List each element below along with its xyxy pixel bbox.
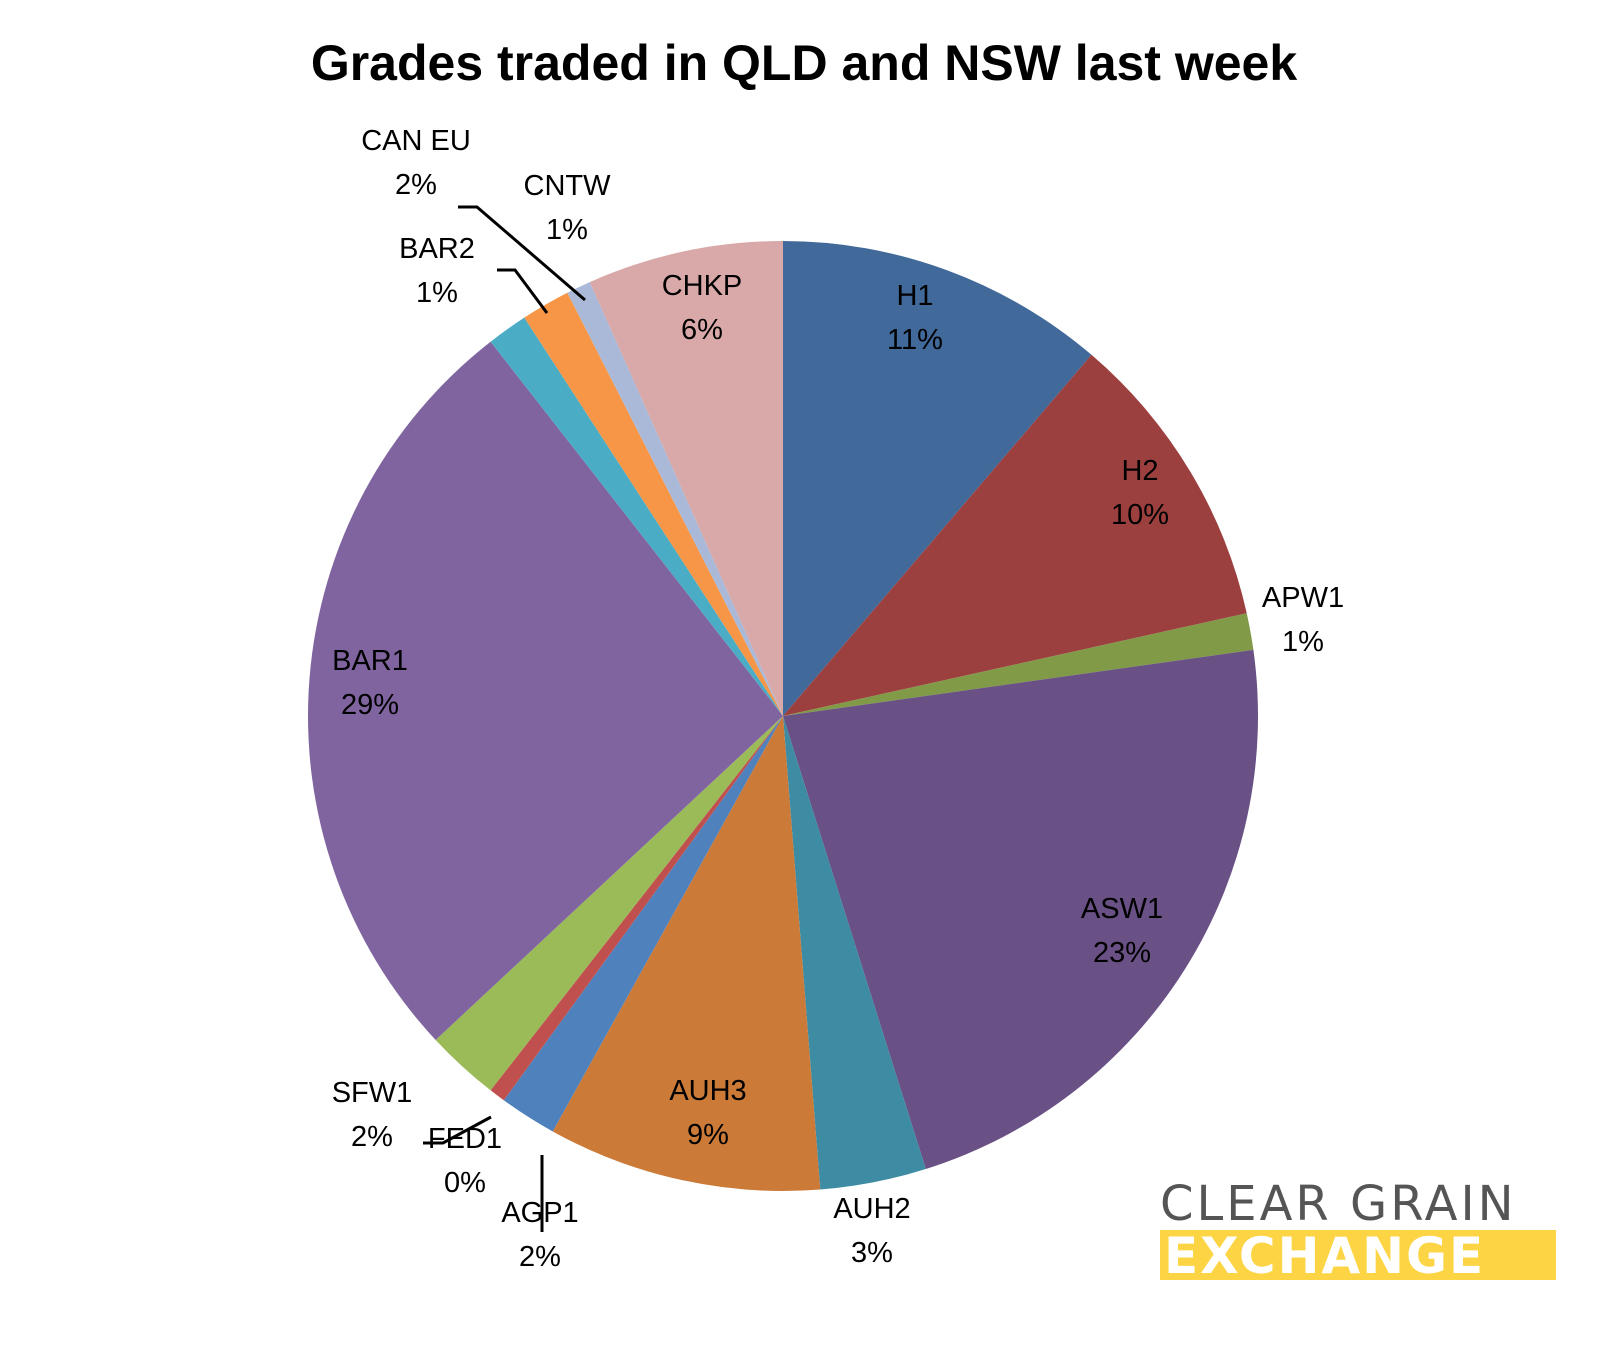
- label-chkp: CHKP 6%: [662, 270, 743, 346]
- slice-bar1: [308, 341, 783, 1040]
- slice-bar2: [490, 317, 783, 716]
- label-sfw1: SFW1 2%: [332, 1077, 413, 1153]
- label-h1: H1 11%: [887, 280, 943, 356]
- leader-line-bar2: [497, 268, 549, 314]
- slice-apw1: [783, 613, 1254, 716]
- chart-title: Grades traded in QLD and NSW last week: [310, 35, 1298, 91]
- label-fed1: FED1 0%: [428, 1123, 502, 1199]
- leader-line-sfw1: [423, 1115, 492, 1145]
- slice-chkp: [589, 241, 783, 716]
- slice-can-eu: [524, 292, 783, 716]
- slice-auh3: [552, 716, 821, 1191]
- logo-line1: CLEAR GRAIN: [1160, 1176, 1517, 1232]
- clear-grain-exchange-logo: CLEAR GRAIN EXCHANGE: [1160, 1178, 1556, 1280]
- slice-fed1: [490, 716, 783, 1101]
- leader-line-can-eu: [458, 205, 586, 302]
- logo-line2: EXCHANGE: [1160, 1230, 1556, 1280]
- label-bar1: BAR1 29%: [332, 645, 408, 721]
- label-h2: H2 10%: [1111, 455, 1169, 531]
- leader-lines: [423, 205, 586, 1232]
- label-auh2: AUH2 3%: [833, 1193, 910, 1269]
- slice-h1: [783, 241, 1092, 716]
- slice-auh2: [783, 716, 926, 1190]
- label-apw1: APW1 1%: [1262, 582, 1344, 658]
- slice-sfw1: [435, 716, 783, 1091]
- label-agp1: AGP1 2%: [501, 1197, 578, 1273]
- slice-asw1: [783, 649, 1258, 1170]
- slice-labels: H1 11% H2 10% APW1 1% ASW1 23% AUH2 3% AUH3 9% AGP1 2…: [332, 125, 1344, 1273]
- label-bar2: BAR2 1%: [399, 233, 475, 309]
- label-cntw: CNTW 1%: [524, 170, 612, 246]
- pie-slices: [308, 241, 1258, 1191]
- label-auh3: AUH3 9%: [669, 1075, 746, 1151]
- slice-agp1: [503, 716, 783, 1132]
- label-asw1: ASW1 23%: [1081, 893, 1163, 969]
- label-can-eu: CAN EU 2%: [361, 125, 471, 201]
- slice-cntw: [567, 282, 783, 716]
- slice-h2: [783, 354, 1247, 716]
